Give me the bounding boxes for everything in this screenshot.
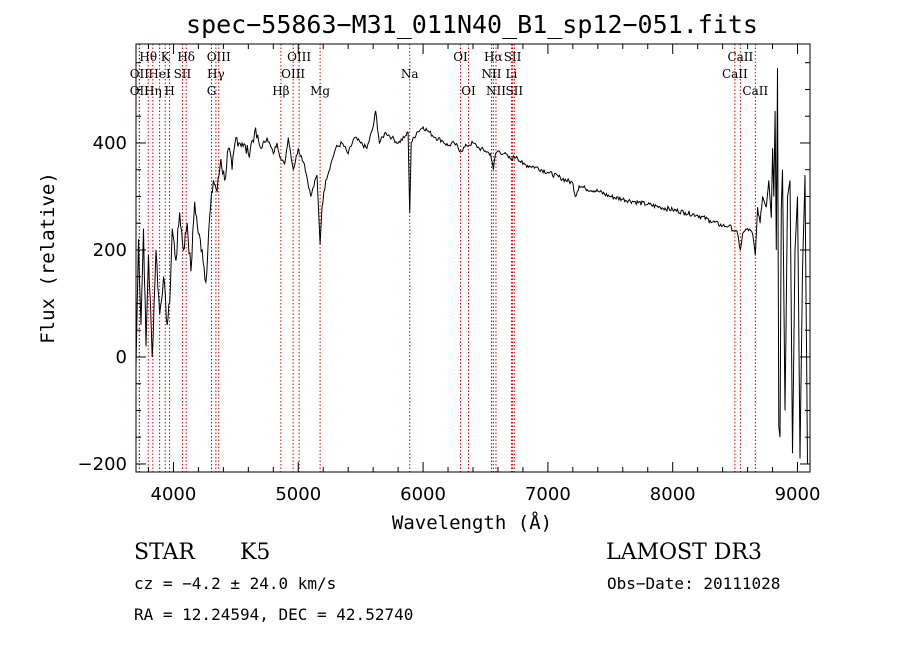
spectrum-series <box>135 68 808 465</box>
y-tick-label: −200 <box>78 454 127 475</box>
spectral-line-label: Hη <box>144 84 162 98</box>
y-tick-label: 400 <box>93 133 127 154</box>
spectral-line-label: K <box>161 50 171 64</box>
spectral-line-label: Mg <box>310 84 330 98</box>
spectral-line-label: OI <box>453 50 468 64</box>
spectral-line-label: OII <box>130 67 150 81</box>
y-axis-label: Flux (relative) <box>37 172 59 344</box>
y-tick-label: 200 <box>93 240 127 261</box>
x-tick-label: 6000 <box>400 484 446 505</box>
spectral-line-label: Hβ <box>272 84 289 98</box>
object-class: STAR <box>134 540 196 565</box>
spectral-line-label: SII <box>504 50 522 64</box>
redshift-readout: cz = −4.2 ± 24.0 km/s <box>134 574 336 593</box>
spectral-line-label: OI <box>461 84 476 98</box>
x-tick-label: 8000 <box>650 484 696 505</box>
spectral-line-label: NII <box>481 67 501 81</box>
spectral-line-label: Hγ <box>207 67 225 81</box>
spectral-line-label: Hθ <box>139 50 157 64</box>
survey-name: LAMOST DR3 <box>606 540 762 565</box>
spectral-line-label: HeI <box>148 67 171 81</box>
spectral-line-label: H <box>164 84 174 98</box>
spectral-line-label: NII <box>486 84 506 98</box>
coordinates-readout: RA = 12.24594, DEC = 42.52740 <box>134 605 413 624</box>
x-tick-label: 9000 <box>775 484 821 505</box>
spectrum-line <box>135 68 808 465</box>
spectral-line-label: CaII <box>742 84 768 98</box>
spectral-line-label: OIII <box>287 50 311 64</box>
spectral-line-label: G <box>207 84 217 98</box>
x-axis-label: Wavelength (Å) <box>392 511 552 534</box>
spectral-line-label: Li <box>506 67 518 81</box>
plot-frame <box>135 43 811 473</box>
x-tick-label: 7000 <box>525 484 571 505</box>
spectral-line-label: OII <box>130 84 150 98</box>
x-tick-label: 5000 <box>275 484 321 505</box>
obs-date: Obs−Date: 20111028 <box>607 574 780 593</box>
spectral-line-label: SII <box>505 84 523 98</box>
spectral-line-label: Na <box>401 67 419 81</box>
chart-title: spec−55863−M31_011N40_B1_sp12−051.fits <box>186 10 758 39</box>
spectral-line-label: CaII <box>722 67 748 81</box>
spectral-line-label: CaII <box>727 50 753 64</box>
y-tick-label: 0 <box>116 347 127 368</box>
x-tick-label: 4000 <box>151 484 197 505</box>
axis-ticks: 4000 5000 6000 7000 8000 9000 −200 0 200 400 <box>78 44 821 505</box>
spectral-line-label: OIII <box>207 50 231 64</box>
spectral-line-label: Hα <box>484 50 503 64</box>
object-subclass: K5 <box>240 540 270 565</box>
spectral-line-label: Hδ <box>177 50 195 64</box>
spectral-line-label: OIII <box>281 67 305 81</box>
spectral-line-label: SII <box>174 67 192 81</box>
